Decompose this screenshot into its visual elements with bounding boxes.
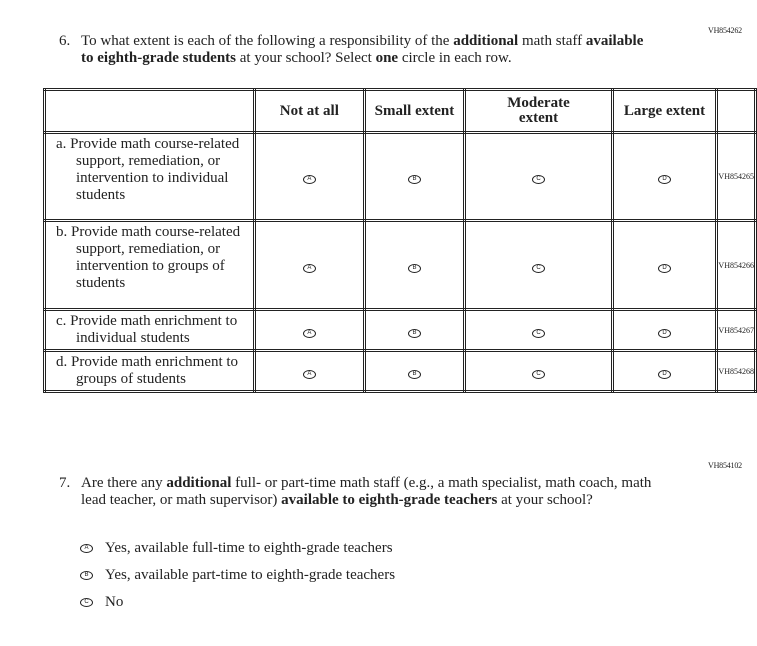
response-bubble-a[interactable]: A xyxy=(302,263,316,273)
response-cell: A xyxy=(253,219,366,311)
row-code: VH854268 xyxy=(715,349,757,393)
response-cell: C xyxy=(463,308,614,352)
response-bubble-c[interactable]: C xyxy=(532,328,545,338)
question-6-code: VH854262 xyxy=(708,26,742,35)
response-cell: D xyxy=(610,349,719,393)
table-row: d. Provide math enrichment to groups of … xyxy=(42,349,757,393)
col-moderate-extent: Moderate extent xyxy=(463,88,614,134)
question-7: 7. Are there any additional full- or par… xyxy=(59,475,659,509)
question-6-text: To what extent is each of the following … xyxy=(81,33,644,66)
response-cell: B xyxy=(362,308,467,352)
response-bubble-a[interactable]: A xyxy=(302,328,316,338)
row-code: VH854265 xyxy=(715,131,757,222)
response-cell: C xyxy=(463,131,614,222)
option-label: Yes, available part-time to eighth-grade… xyxy=(105,567,396,583)
row-label: d. Provide math enrichment to groups of … xyxy=(42,349,257,393)
response-bubble-d[interactable]: D xyxy=(658,369,671,379)
table-row: c. Provide math enrichment to individual… xyxy=(42,308,757,352)
row-label: a. Provide math course-related support, … xyxy=(42,131,257,222)
option-label: No xyxy=(105,594,124,610)
response-cell: A xyxy=(253,308,366,352)
response-cell: B xyxy=(362,349,467,393)
response-bubble-c[interactable]: C xyxy=(532,175,545,184)
response-cell: C xyxy=(463,219,614,311)
col-not-at-all: Not at all xyxy=(253,88,366,134)
response-bubble-d[interactable]: D xyxy=(658,175,671,184)
response-bubble-d[interactable]: D xyxy=(658,328,671,338)
response-bubble-c[interactable]: C xyxy=(532,263,545,273)
question-number: 6. xyxy=(59,33,71,49)
col-small-extent: Small extent xyxy=(362,88,467,134)
answer-option[interactable]: A Yes, available full-time to eighth-grad… xyxy=(80,540,393,557)
response-bubble-b[interactable]: B xyxy=(407,328,421,338)
response-bubble-d[interactable]: D xyxy=(658,263,671,273)
row-label: c. Provide math enrichment to individual… xyxy=(42,308,257,352)
question-7-text: Are there any additional full- or part-t… xyxy=(81,475,652,508)
header-blank xyxy=(42,88,257,134)
answer-option[interactable]: C No xyxy=(80,594,123,611)
row-label: b. Provide math course-related support, … xyxy=(42,219,257,311)
answer-bubble-b[interactable]: B xyxy=(80,571,93,580)
response-cell: D xyxy=(610,308,719,352)
answer-bubble-c[interactable]: C xyxy=(80,598,93,607)
response-cell: B xyxy=(362,219,467,311)
response-bubble-a[interactable]: A xyxy=(302,369,316,379)
response-cell: A xyxy=(253,349,366,393)
response-bubble-b[interactable]: B xyxy=(407,369,421,379)
response-bubble-b[interactable]: B xyxy=(407,263,421,273)
response-cell: C xyxy=(463,349,614,393)
response-cell: D xyxy=(610,131,719,222)
response-cell: D xyxy=(610,219,719,311)
response-cell: B xyxy=(362,131,467,222)
response-cell: A xyxy=(253,131,366,222)
option-label: Yes, available full-time to eighth-grade… xyxy=(105,540,393,556)
question-7-code: VH854102 xyxy=(708,461,742,470)
col-large-extent: Large extent xyxy=(610,88,719,134)
header-code-blank xyxy=(715,88,757,134)
row-code: VH854266 xyxy=(715,219,757,311)
response-bubble-a[interactable]: A xyxy=(302,175,316,184)
question-number: 7. xyxy=(59,475,71,491)
question-6: 6. To what extent is each of the followi… xyxy=(59,33,659,67)
row-code: VH854267 xyxy=(715,308,757,352)
answer-option[interactable]: B Yes, available part-time to eighth-grad… xyxy=(80,567,395,584)
answer-bubble-a[interactable]: A xyxy=(80,544,93,553)
response-bubble-c[interactable]: C xyxy=(532,369,545,379)
table-row: a. Provide math course-related support, … xyxy=(42,131,757,222)
response-bubble-b[interactable]: B xyxy=(407,175,421,184)
table-row: b. Provide math course-related support, … xyxy=(42,219,757,311)
response-grid: Not at all Small extent Moderate extent … xyxy=(42,88,757,393)
